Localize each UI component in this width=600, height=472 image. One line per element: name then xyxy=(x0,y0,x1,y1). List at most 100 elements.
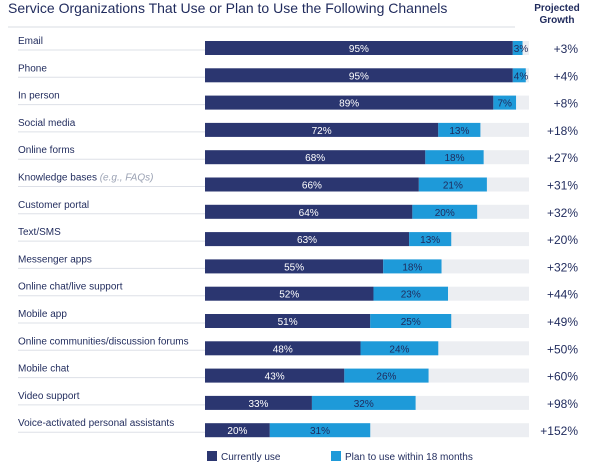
category-label: Email xyxy=(18,36,43,47)
data-label-current: 89% xyxy=(339,99,359,110)
legend: Currently use Plan to use within 18 month… xyxy=(207,451,473,463)
growth-header-line1: Projected xyxy=(534,3,580,14)
chart-row: Email 95% 3% +3% xyxy=(18,36,578,56)
chart-row: Social media 72% 13% +18% xyxy=(18,118,578,138)
legend-swatch-plan xyxy=(331,451,341,461)
legend-label-current: Currently use xyxy=(221,452,281,463)
projected-growth-value: +44% xyxy=(547,288,578,302)
bar-plan xyxy=(438,122,481,137)
projected-growth-value: +60% xyxy=(547,370,578,384)
data-label-current: 20% xyxy=(227,426,247,437)
bar-plan xyxy=(370,314,452,328)
chart-row: In person 89% 7% +8% xyxy=(18,91,578,111)
data-label-plan: 24% xyxy=(389,344,409,355)
bar-current xyxy=(205,177,419,192)
projected-growth-value: +50% xyxy=(547,342,578,356)
chart-row: Voice-activated personal assistants 20% 31… xyxy=(18,418,578,438)
category-label: Social media xyxy=(18,118,76,129)
data-label-plan: 31% xyxy=(310,426,330,437)
bar-current xyxy=(205,68,513,83)
data-label-plan: 20% xyxy=(435,208,455,219)
data-label-plan: 4% xyxy=(514,71,529,82)
growth-header-line2: Growth xyxy=(540,15,575,26)
category-label: Phone xyxy=(18,63,47,74)
data-label-current: 48% xyxy=(273,344,293,355)
category-label: Online communities/discussion forums xyxy=(18,336,189,347)
bar-current xyxy=(205,314,371,328)
category-label: Video support xyxy=(18,391,80,402)
bar-plan xyxy=(344,368,429,383)
data-label-current: 55% xyxy=(284,262,304,273)
bar-current xyxy=(205,259,384,274)
data-label-current: 66% xyxy=(302,181,322,192)
bar-current xyxy=(205,95,494,110)
category-label: Online forms xyxy=(18,145,75,156)
projected-growth-value: +98% xyxy=(547,397,578,411)
data-label-current: 43% xyxy=(265,372,285,383)
category-label: Mobile app xyxy=(18,309,67,320)
bar-plan xyxy=(412,204,478,219)
projected-growth-value: +32% xyxy=(547,260,578,274)
data-label-current: 68% xyxy=(305,153,325,164)
bar-current xyxy=(205,368,345,383)
data-label-current: 33% xyxy=(248,399,268,410)
bar-plan xyxy=(373,286,448,301)
bar-current xyxy=(205,423,270,438)
category-label: Mobile chat xyxy=(18,364,69,375)
projected-growth-value: +27% xyxy=(547,151,578,165)
chart-row: Phone 95% 4% +4% xyxy=(18,63,578,83)
bar-current xyxy=(205,204,413,219)
data-label-plan: 13% xyxy=(420,235,440,246)
data-label-plan: 23% xyxy=(401,290,421,301)
projected-growth-value: +4% xyxy=(554,69,579,83)
projected-growth-value: +8% xyxy=(554,97,579,111)
category-label: Messenger apps xyxy=(18,254,92,265)
data-label-plan: 3% xyxy=(514,44,529,55)
projected-growth-value: +31% xyxy=(547,179,578,193)
chart-row: Text/SMS 63% 13% +20% xyxy=(18,227,578,247)
projected-growth-value: +20% xyxy=(547,233,578,247)
chart-rows: Email 95% 3% +3% Phone 95% 4% +4% In person 89% 7%… xyxy=(8,26,578,438)
data-label-current: 63% xyxy=(297,235,317,246)
bar-current xyxy=(205,232,410,247)
data-label-current: 51% xyxy=(278,317,298,328)
bar-current xyxy=(205,286,374,301)
projected-growth-value: +32% xyxy=(547,206,578,220)
chart-row: Messenger apps 55% 18% +32% xyxy=(18,254,578,274)
bar-plan xyxy=(311,395,416,410)
legend-swatch-current xyxy=(207,451,217,461)
bar-plan xyxy=(512,41,523,55)
bar-current xyxy=(205,122,439,137)
data-label-plan: 25% xyxy=(401,317,421,328)
bar-current xyxy=(205,395,312,410)
bar-current xyxy=(205,41,513,55)
data-label-plan: 7% xyxy=(497,99,512,110)
bar-plan xyxy=(512,68,526,83)
bar-plan xyxy=(360,341,439,356)
projected-growth-value: +152% xyxy=(540,424,578,438)
data-label-plan: 18% xyxy=(402,262,422,273)
data-label-current: 64% xyxy=(299,208,319,219)
data-label-current: 95% xyxy=(349,71,369,82)
data-label-current: 52% xyxy=(279,290,299,301)
data-label-plan: 21% xyxy=(443,181,463,192)
chart-row: Video support 33% 32% +98% xyxy=(18,391,578,411)
bar-plan xyxy=(493,95,517,110)
projected-growth-value: +49% xyxy=(547,315,578,329)
bar-current xyxy=(205,341,361,356)
bar-plan xyxy=(425,150,484,165)
category-label: Knowledge bases (e.g., FAQs) xyxy=(18,173,153,184)
bar-plan xyxy=(409,232,452,247)
bar-plan xyxy=(418,177,487,192)
chart-row: Mobile chat 43% 26% +60% xyxy=(18,364,578,384)
bar-plan xyxy=(383,259,442,274)
category-label: Customer portal xyxy=(18,200,89,211)
category-label: In person xyxy=(18,91,60,102)
bar-plan xyxy=(269,423,371,438)
data-label-plan: 18% xyxy=(444,153,464,164)
chart-title: Service Organizations That Use or Plan t… xyxy=(8,0,447,16)
data-label-current: 72% xyxy=(312,126,332,137)
projected-growth-value: +3% xyxy=(554,42,579,56)
chart-row: Knowledge bases (e.g., FAQs) 66% 21% +31% xyxy=(18,173,578,193)
